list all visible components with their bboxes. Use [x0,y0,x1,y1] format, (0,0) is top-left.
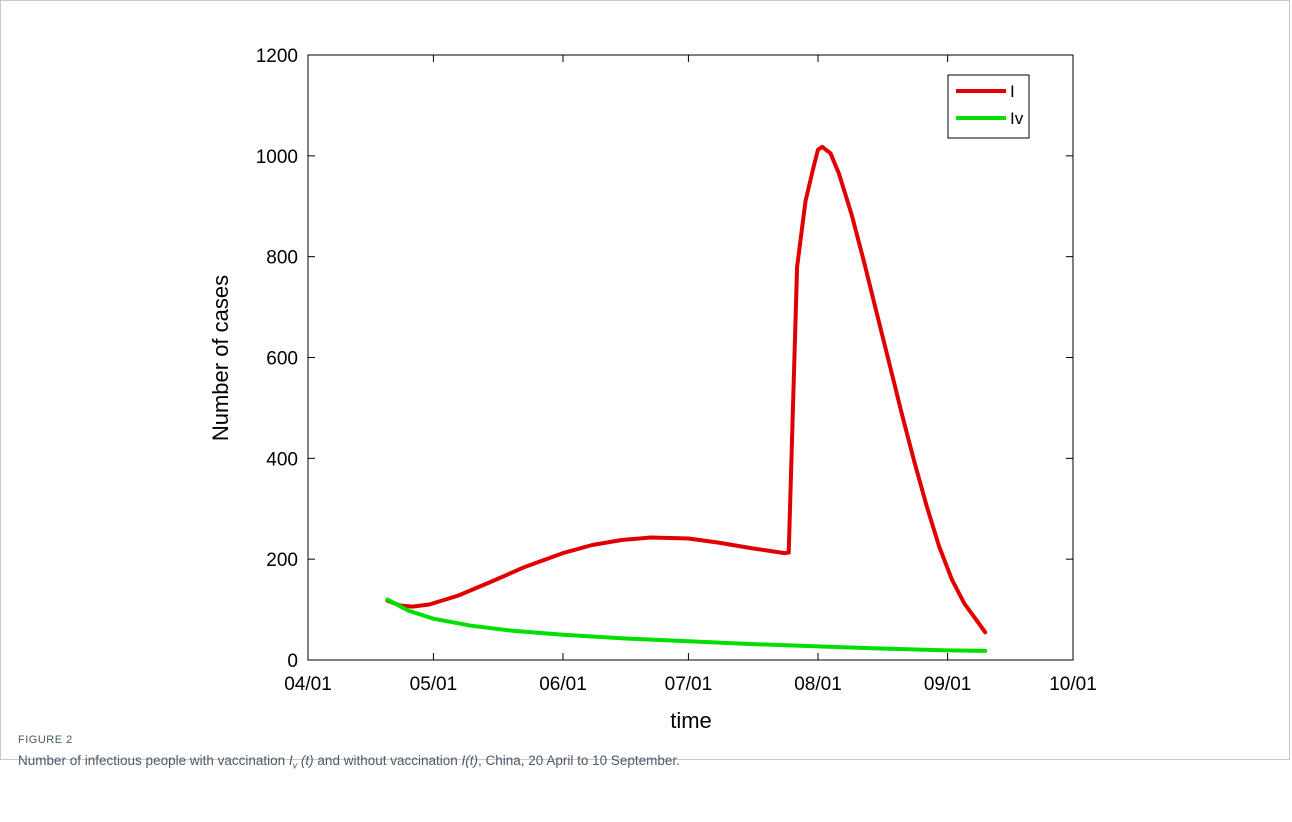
y-tick-label: 1000 [256,147,298,168]
y-tick-label: 1200 [256,46,298,67]
y-tick-label: 600 [266,349,298,370]
caption-iv-symbol: Iv (t) [288,753,314,771]
legend-box [947,74,1030,139]
y-axis-label: Number of cases [208,275,233,441]
series-line-iv [385,597,988,653]
figure-label: FIGURE 2 [18,734,73,746]
x-tick-label: 05/01 [410,674,458,695]
caption-part2: and without vaccination [313,753,462,768]
plot-box [307,54,1074,661]
series-layer [385,144,988,653]
x-tick-label: 09/01 [924,674,972,695]
x-axis-label: time [670,708,712,733]
figure-caption: Number of infectious people with vaccina… [18,752,1278,775]
legend-label-iv: Iv [1010,109,1024,128]
y-tick-label: 400 [266,449,298,470]
legend: I Iv [947,74,1030,139]
series-line-i [385,144,988,635]
x-tick-label: 07/01 [665,674,713,695]
chart-svg: 04/01 05/01 06/01 07/01 08/01 09/01 10/01 0 200 4… [208,46,1097,733]
x-tick-label: 08/01 [794,674,842,695]
legend-label-i: I [1010,82,1015,101]
caption-part3: , China, 20 April to 10 September. [478,753,680,768]
caption-i-symbol: I(t) [461,753,479,768]
figure-frame [0,0,1290,760]
y-tick-label: 0 [287,651,298,672]
y-tick-label: 800 [266,248,298,269]
axes: 04/01 05/01 06/01 07/01 08/01 09/01 10/01 0 200 4… [256,46,1097,695]
x-tick-label: 04/01 [284,674,332,695]
caption-part1: Number of infectious people with vaccina… [18,753,289,768]
y-tick-label: 200 [266,550,298,571]
x-tick-label: 06/01 [539,674,587,695]
x-tick-label: 10/01 [1049,674,1097,695]
